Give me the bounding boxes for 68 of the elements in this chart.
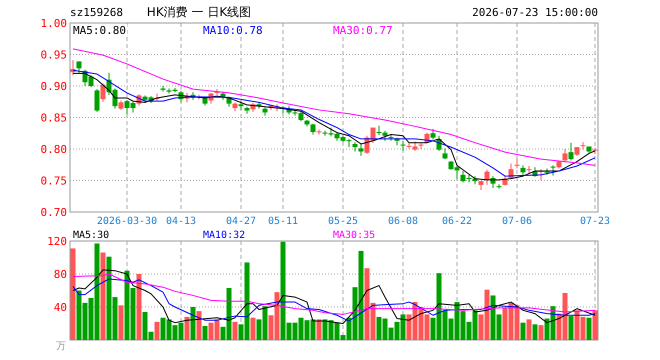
y-tick-label: 0.95 xyxy=(40,48,67,62)
x-tick-label: 06-08 xyxy=(388,216,418,227)
x-tick-label: 07-06 xyxy=(502,216,532,227)
text: MA5:0.80 xyxy=(73,24,126,37)
candlestick xyxy=(520,164,526,176)
candlestick xyxy=(118,100,124,110)
bar xyxy=(526,319,532,340)
text: 2026-07-23 15:00:00 xyxy=(472,6,598,19)
bar xyxy=(520,322,526,340)
bar xyxy=(70,248,76,340)
candlestick xyxy=(514,158,520,170)
chart-subtitle: sz159268 xyxy=(70,6,123,19)
candlestick xyxy=(550,164,556,176)
bar xyxy=(250,318,256,340)
candlestick xyxy=(322,130,328,136)
candlestick xyxy=(310,123,316,136)
bar xyxy=(184,316,190,340)
candlestick xyxy=(352,142,358,152)
x-tick-label: 06-22 xyxy=(442,216,472,227)
x-tick-label: 07-23 xyxy=(580,216,610,227)
line-series xyxy=(72,274,596,315)
bar xyxy=(232,322,238,340)
x-tick-label: 05-11 xyxy=(268,216,298,227)
candlestick xyxy=(400,140,406,152)
bar xyxy=(136,274,142,340)
line-series xyxy=(72,278,596,322)
x-tick-label: 04-27 xyxy=(226,216,256,227)
bar xyxy=(202,326,208,340)
bar xyxy=(100,252,106,340)
y-tick-label: 0.70 xyxy=(40,206,67,219)
bar xyxy=(154,322,160,340)
text: MA10:32 xyxy=(203,230,246,241)
bar xyxy=(568,316,574,340)
text: MA5:30 xyxy=(73,230,110,241)
candlestick xyxy=(562,148,568,163)
x-tick-label: 04-13 xyxy=(166,216,196,227)
y-tick-label: 40 xyxy=(54,301,67,314)
text: MA30:35 xyxy=(333,230,376,241)
bar xyxy=(196,311,202,340)
bar xyxy=(190,307,196,340)
candlestick xyxy=(442,148,448,160)
y-tick-label: 0.75 xyxy=(40,174,67,188)
y-tick-label: 120 xyxy=(47,235,67,248)
y-tick-label: 0.90 xyxy=(40,80,67,93)
y-tick-label: 80 xyxy=(54,268,67,281)
bar xyxy=(316,319,322,340)
bar xyxy=(538,325,544,340)
bar xyxy=(586,318,592,340)
x-tick-label: 05-25 xyxy=(328,216,358,227)
candlestick xyxy=(484,169,490,186)
y-axis-title: 万 xyxy=(56,341,66,352)
candlestick xyxy=(100,82,106,102)
text: MA30:0.77 xyxy=(333,24,393,37)
candlestick xyxy=(358,143,364,156)
y-tick-label: 0.80 xyxy=(40,143,67,156)
text: MA10:0.78 xyxy=(203,24,263,37)
bar xyxy=(118,305,124,340)
chart-title: HK消费 一 日K线图 xyxy=(146,5,252,19)
y-tick-label: 1.00 xyxy=(40,17,67,30)
bar xyxy=(532,324,538,340)
x-tick-label: 2026-03-30 xyxy=(96,216,158,227)
bar xyxy=(592,310,598,340)
y-tick-label: 0.85 xyxy=(40,112,67,124)
candlestick xyxy=(430,128,436,140)
candlestick xyxy=(94,88,100,112)
line-series xyxy=(72,269,596,324)
candlestick xyxy=(568,142,574,161)
line-series xyxy=(72,48,596,166)
